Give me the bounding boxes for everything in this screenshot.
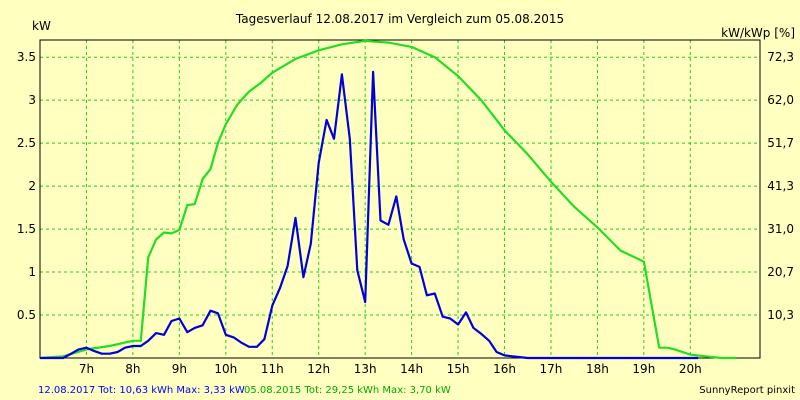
y-tick-label-left: 1.5 [17, 222, 36, 236]
x-tick-label: 7h [79, 362, 94, 376]
footer-series1: 12.08.2017 Tot: 10,63 kWh Max: 3,33 kW [38, 385, 245, 396]
y-tick-label-left: 2.5 [17, 136, 36, 150]
grid [40, 40, 760, 358]
y-tick-label-left: 0.5 [17, 308, 36, 322]
x-tick-label: 8h [125, 362, 140, 376]
y-tick-label-left: 1 [28, 265, 36, 279]
y-tick-label-right: 31,0 [767, 222, 794, 236]
y-tick-label-right: 10,3 [767, 308, 794, 322]
x-tick-label: 12h [307, 362, 330, 376]
x-tick-label: 9h [172, 362, 187, 376]
y-tick-label-right: 20,7 [767, 265, 794, 279]
x-tick-label: 18h [586, 362, 609, 376]
y-axis-label-right: kW/kWp [%] [721, 26, 795, 40]
series-line-1 [39, 39, 737, 360]
x-tick-label: 16h [493, 362, 516, 376]
x-tick-label: 10h [214, 362, 237, 376]
y-tick-label-left: 3.5 [17, 50, 36, 64]
x-tick-label: 20h [679, 362, 702, 376]
axis-ticks: 7h 8h 9h 10h 11h 12h 13h 14h 15h 16h 17h 18h 19h 20h 0… [17, 50, 794, 376]
footer-series2: 05.08.2015 Tot: 29,25 kWh Max: 3,70 kW [244, 385, 451, 396]
y-tick-label-left: 2 [28, 179, 36, 193]
plot-frame [39, 39, 761, 359]
y-tick-label-right: 62,0 [767, 93, 794, 107]
chart-title: Tagesverlauf 12.08.2017 im Vergleich zum… [235, 12, 564, 26]
y-tick-label-right: 41,3 [767, 179, 794, 193]
y-tick-label-right: 72,3 [767, 50, 794, 64]
x-tick-label: 17h [540, 362, 563, 376]
x-tick-label: 13h [354, 362, 377, 376]
x-tick-label: 19h [632, 362, 655, 376]
x-tick-label: 11h [261, 362, 284, 376]
x-tick-label: 15h [447, 362, 470, 376]
series-lines [39, 39, 737, 360]
y-tick-label-left: 3 [28, 93, 36, 107]
series-line-0 [40, 70, 699, 360]
footer-credit: SunnyReport pinxit [699, 385, 795, 396]
x-tick-label: 14h [400, 362, 423, 376]
y-axis-label-left: kW [32, 19, 51, 33]
y-tick-label-right: 51,7 [767, 136, 794, 150]
